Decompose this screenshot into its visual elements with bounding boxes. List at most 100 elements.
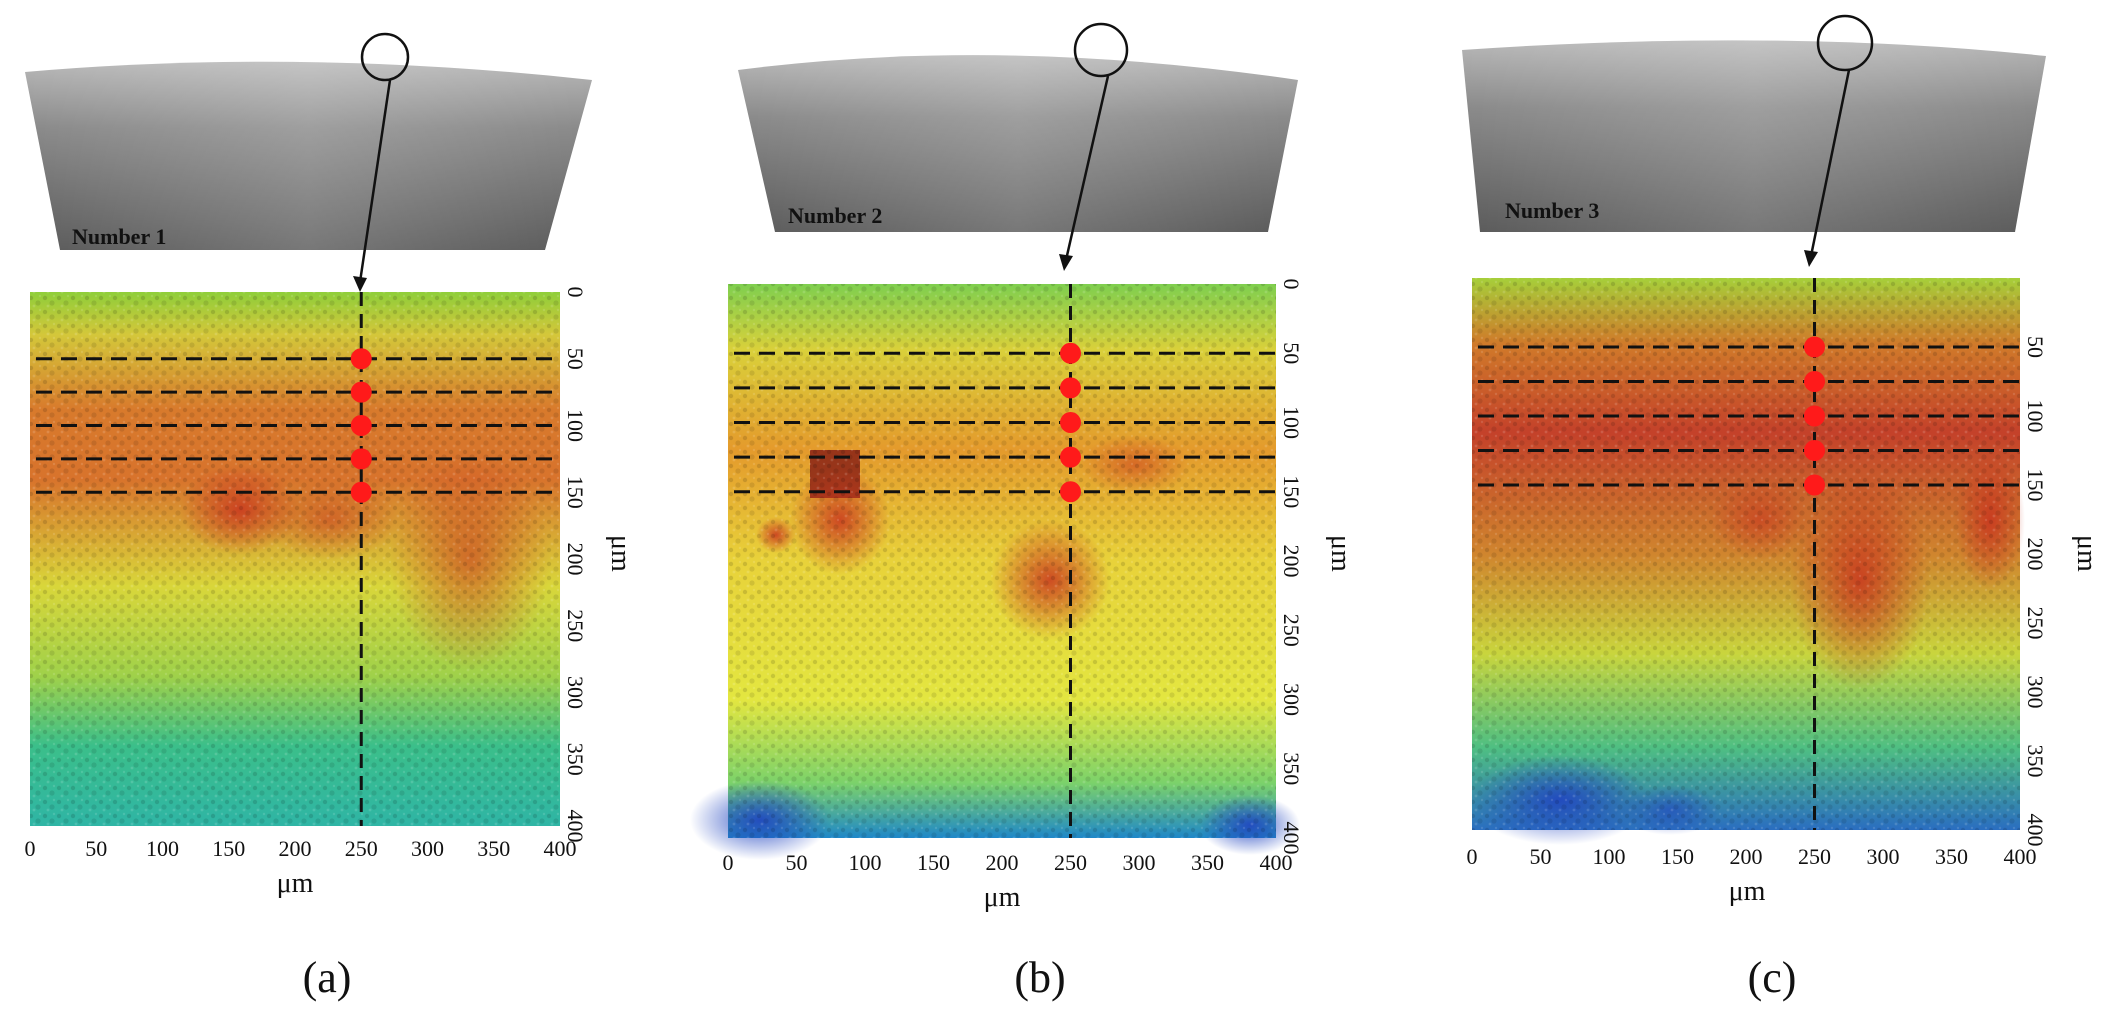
y-axis-unit-2: μm <box>1325 535 1356 572</box>
y-tick-label-1-0: 0 <box>563 287 588 298</box>
x-tick-label-1-3: 150 <box>212 836 245 861</box>
measurement-overlay-2 <box>734 284 1276 838</box>
x-tick-label-1-4: 200 <box>279 836 312 861</box>
y-tick-label-2-7: 350 <box>1279 752 1304 785</box>
sample-photo-2 <box>738 55 1298 232</box>
y-tick-label-3-6: 350 <box>2023 745 2048 778</box>
measurement-point-2-4 <box>1060 481 1081 503</box>
y-tick-label-1-6: 300 <box>563 676 588 709</box>
panel-caption-a: (a) <box>303 953 352 1002</box>
x-tick-label-3-0: 0 <box>1467 844 1478 869</box>
measurement-point-1-1 <box>350 381 372 403</box>
y-tick-label-3-4: 250 <box>2023 607 2048 640</box>
y-tick-label-1-2: 100 <box>563 409 588 442</box>
zoom-arrowhead-3 <box>1804 250 1818 267</box>
zoom-circle-3 <box>1816 14 1874 72</box>
sample-photo-1 <box>25 61 592 250</box>
y-tick-label-1-1: 50 <box>563 348 588 370</box>
y-tick-label-2-4: 200 <box>1279 545 1304 578</box>
surface-map-3 <box>1470 278 2025 845</box>
y-tick-label-1-5: 250 <box>563 609 588 642</box>
x-tick-label-2-1: 50 <box>786 850 808 875</box>
measurement-point-3-3 <box>1804 440 1825 461</box>
zoom-circle-1 <box>360 32 410 82</box>
x-tick-label-2-8: 400 <box>1260 850 1293 875</box>
y-tick-label-2-1: 50 <box>1279 342 1304 364</box>
panel-b: Number 2 0 50 100 150 200 250 300 350 400 μm 0 50… <box>690 22 1356 1002</box>
y-tick-label-3-5: 300 <box>2023 676 2048 709</box>
x-axis-unit-1: μm <box>277 868 314 899</box>
x-axis-unit-3: μm <box>1729 876 1766 907</box>
y-tick-label-3-7: 400 <box>2023 814 2048 847</box>
y-tick-label-1-3: 150 <box>563 476 588 509</box>
x-tick-label-1-6: 300 <box>411 836 444 861</box>
y-axis-2: 0 50 100 150 200 250 300 350 400 <box>1279 279 1304 855</box>
y-tick-label-2-8: 400 <box>1279 822 1304 855</box>
surface-map-1 <box>30 292 560 826</box>
sample-photo-3 <box>1462 40 2046 232</box>
y-tick-label-3-0: 50 <box>2023 336 2048 358</box>
x-tick-label-1-5: 250 <box>345 836 378 861</box>
x-tick-label-3-7: 350 <box>1935 844 1968 869</box>
sample-label-2: Number 2 <box>788 203 882 228</box>
measurement-point-3-4 <box>1804 474 1825 496</box>
measurement-overlay-1 <box>36 292 560 826</box>
panel-c: Number 3 50 100 150 200 250 300 350 400 μm 0 50 1… <box>1462 14 2102 1002</box>
measurement-point-2-3 <box>1060 446 1081 468</box>
measurement-point-1-0 <box>350 348 372 370</box>
y-axis-3: 50 100 150 200 250 300 350 400 <box>2023 336 2048 847</box>
y-tick-label-2-3: 150 <box>1279 475 1304 508</box>
x-axis-3: 0 50 100 150 200 250 300 350 400 <box>1467 844 2037 869</box>
x-tick-label-3-6: 300 <box>1867 844 1900 869</box>
y-tick-label-3-3: 200 <box>2023 538 2048 571</box>
x-tick-label-2-0: 0 <box>723 850 734 875</box>
y-axis-1: 0 50 100 150 200 250 300 350 400 <box>563 287 588 843</box>
x-axis-unit-2: μm <box>984 882 1021 913</box>
y-axis-unit-3: μm <box>2071 535 2102 572</box>
measurement-point-1-2 <box>350 415 372 436</box>
x-tick-label-2-2: 100 <box>849 850 882 875</box>
x-tick-label-1-1: 50 <box>85 836 107 861</box>
x-tick-label-2-3: 150 <box>917 850 950 875</box>
x-tick-label-1-2: 100 <box>146 836 179 861</box>
zoom-arrow-3 <box>1809 69 1851 257</box>
x-tick-label-3-3: 150 <box>1661 844 1694 869</box>
x-tick-label-2-7: 350 <box>1191 850 1224 875</box>
measurement-point-3-0 <box>1804 336 1825 358</box>
zoom-arrow-2 <box>1064 75 1110 261</box>
x-axis-2: 0 50 100 150 200 250 300 350 400 <box>723 850 1293 875</box>
zoom-arrowhead-1 <box>353 276 367 292</box>
x-tick-label-3-8: 400 <box>2004 844 2037 869</box>
panel-caption-b: (b) <box>1014 953 1065 1002</box>
measurement-point-1-3 <box>350 448 372 470</box>
panel-a: Number 1 0 50 100 150 200 250 300 350 400 μm 0 50… <box>25 32 636 1002</box>
x-tick-label-3-5: 250 <box>1798 844 1831 869</box>
y-axis-unit-1: μm <box>605 535 636 572</box>
y-tick-label-1-7: 350 <box>563 743 588 776</box>
y-tick-label-2-2: 100 <box>1279 406 1304 439</box>
x-tick-label-1-8: 400 <box>544 836 577 861</box>
y-tick-label-2-6: 300 <box>1279 683 1304 716</box>
panel-caption-c: (c) <box>1748 953 1797 1002</box>
y-tick-label-1-4: 200 <box>563 543 588 576</box>
sample-label-3: Number 3 <box>1505 198 1599 223</box>
x-tick-label-1-0: 0 <box>25 836 36 861</box>
x-tick-label-2-6: 300 <box>1123 850 1156 875</box>
y-tick-label-2-0: 0 <box>1279 279 1304 290</box>
x-axis-1: 0 50 100 150 200 250 300 350 400 <box>25 836 577 861</box>
x-tick-label-3-1: 50 <box>1530 844 1552 869</box>
zoom-circle-2 <box>1073 22 1129 78</box>
measurement-point-2-2 <box>1060 412 1081 433</box>
measurement-point-1-4 <box>350 481 372 503</box>
x-tick-label-2-5: 250 <box>1054 850 1087 875</box>
measurement-point-2-0 <box>1060 342 1081 364</box>
sample-label-1: Number 1 <box>72 224 166 249</box>
y-tick-label-3-2: 150 <box>2023 469 2048 502</box>
y-tick-label-1-8: 400 <box>563 810 588 843</box>
zoom-arrow-1 <box>358 79 392 283</box>
x-tick-label-2-4: 200 <box>986 850 1019 875</box>
measurement-point-2-1 <box>1060 377 1081 399</box>
measurement-point-3-1 <box>1804 371 1825 392</box>
zoom-arrowhead-2 <box>1059 254 1073 271</box>
